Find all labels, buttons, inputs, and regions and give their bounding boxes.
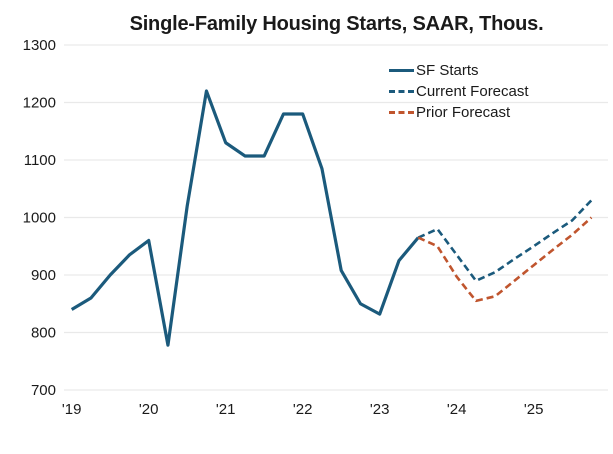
- y-tick-label: 700: [31, 382, 56, 399]
- x-tick-label: '23: [370, 401, 390, 418]
- x-tick-label: '25: [524, 401, 544, 418]
- solid-line-swatch-icon: [389, 69, 414, 72]
- y-tick-label: 1200: [23, 95, 56, 112]
- legend-label: Current Forecast: [416, 83, 529, 100]
- y-tick-label: 800: [31, 325, 56, 342]
- x-tick-label: '19: [62, 401, 82, 418]
- chart-title: Single-Family Housing Starts, SAAR, Thou…: [129, 13, 544, 35]
- legend-label: Prior Forecast: [416, 104, 511, 121]
- y-tick-label: 1300: [23, 37, 56, 54]
- x-tick-label: '21: [216, 401, 236, 418]
- current-forecast-line: [417, 199, 593, 283]
- legend-item-sf-starts: SF Starts: [389, 60, 529, 81]
- chart-legend: SF Starts Current Forecast Prior Forecas…: [389, 60, 529, 123]
- y-tick-label: 1100: [24, 152, 56, 169]
- x-tick-label: '22: [293, 401, 313, 418]
- y-tick-label: 1000: [23, 210, 56, 227]
- sf-starts-line: [70, 89, 420, 347]
- dashed-line-swatch-icon: [389, 90, 414, 93]
- dashed-line-swatch-icon: [389, 111, 414, 114]
- legend-item-prior-forecast: Prior Forecast: [389, 102, 529, 123]
- x-tick-label: '24: [447, 401, 467, 418]
- y-tick-label: 900: [31, 267, 56, 284]
- legend-item-current-forecast: Current Forecast: [389, 81, 529, 102]
- legend-label: SF Starts: [416, 62, 479, 79]
- prior-forecast-line: [417, 216, 593, 303]
- x-tick-label: '20: [139, 401, 159, 418]
